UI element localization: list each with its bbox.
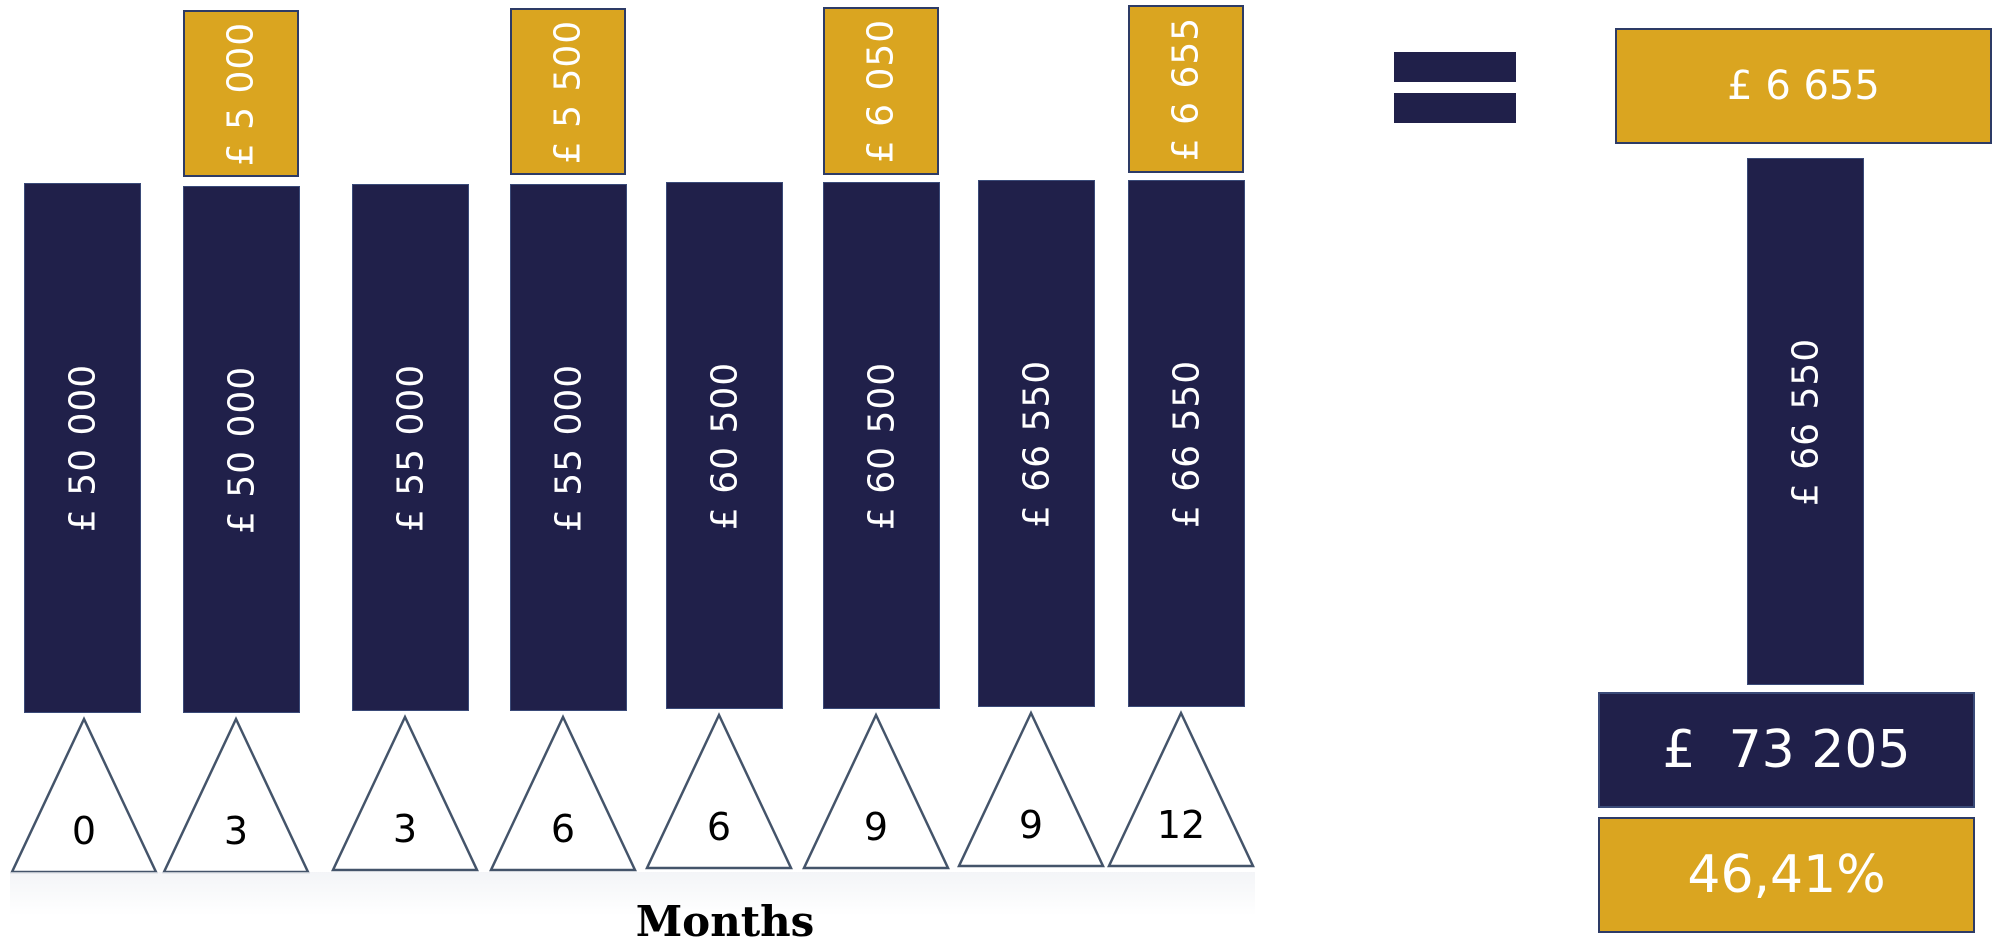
month-label: 6 [706,805,732,849]
axis-label: Months [635,897,815,946]
principal-label: £ 55 000 [548,363,589,532]
equals-icon-bottom [1394,93,1516,123]
principal-label: £ 66 550 [1166,359,1207,528]
principal-bar-3: £ 55 000 [352,184,469,711]
principal-bar-6: £ 60 500 [823,182,940,709]
interest-label: £ 6 655 [1165,16,1207,162]
principal-bar-1: £ 50 000 [24,183,141,713]
interest-label: £ 5 500 [547,19,589,164]
result-interest-label: £ 6 655 [1727,63,1880,109]
interest-label: £ 6 050 [860,18,902,164]
principal-label: £ 50 000 [221,365,262,534]
month-marker-5: 6 [644,711,794,871]
principal-label: £ 50 000 [62,363,103,533]
principal-label: £ 55 000 [390,363,431,532]
interest-box-month-3: £ 5 000 [183,10,299,177]
month-label: 6 [550,807,576,851]
month-label: 12 [1156,803,1206,847]
interest-label: £ 5 000 [220,21,262,166]
result-interest-box: £ 6 655 [1615,28,1992,144]
month-marker-2: 3 [161,715,311,875]
triangle-icon [802,712,950,870]
month-label: 9 [1018,803,1044,847]
principal-bar-7: £ 66 550 [978,180,1095,707]
month-label: 0 [71,809,97,853]
result-principal-label: £ 66 550 [1785,337,1826,506]
principal-bar-2: £ 50 000 [183,186,300,713]
month-marker-4: 6 [488,713,638,873]
result-total-box: £ 73 205 [1598,692,1975,808]
triangle-icon [489,714,637,872]
result-percent-label: 46,41% [1687,845,1886,905]
triangle-icon [957,710,1105,868]
month-marker-1: 0 [9,715,159,875]
month-label: 3 [223,809,249,853]
principal-label: £ 60 500 [861,361,902,530]
principal-bar-8: £ 66 550 [1128,180,1245,707]
result-principal-bar: £ 66 550 [1747,158,1864,685]
result-total-label: £ 73 205 [1662,720,1911,780]
equals-icon-top [1394,52,1516,82]
month-marker-3: 3 [330,713,480,873]
month-label: 9 [863,805,889,849]
interest-box-month-9: £ 6 050 [823,7,939,175]
principal-label: £ 66 550 [1016,359,1057,528]
triangle-icon [331,714,479,872]
principal-label: £ 60 500 [704,361,745,530]
month-marker-6: 9 [801,711,951,871]
result-percent-box: 46,41% [1598,817,1975,933]
month-label: 3 [392,807,418,851]
principal-bar-4: £ 55 000 [510,184,627,711]
principal-bar-5: £ 60 500 [666,182,783,709]
triangle-reflection [10,872,1255,916]
triangle-icon [645,712,793,870]
interest-box-month-12: £ 6 655 [1128,5,1244,173]
month-marker-7: 9 [956,709,1106,869]
month-marker-8: 12 [1106,709,1256,869]
triangle-icon [1107,710,1255,868]
interest-box-month-6: £ 5 500 [510,8,626,175]
